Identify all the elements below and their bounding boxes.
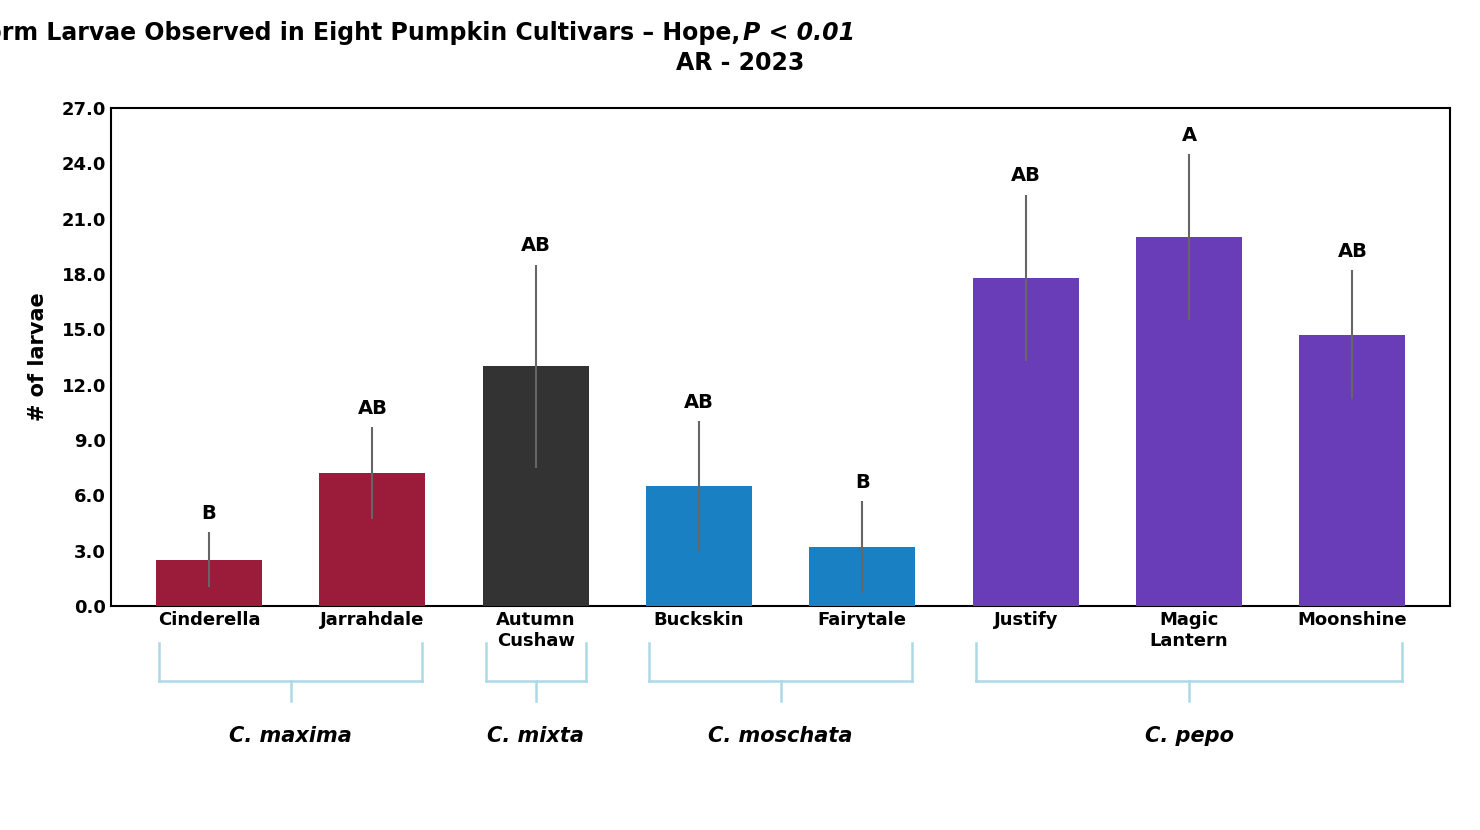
Bar [482, 366, 589, 606]
Text: AB: AB [1011, 166, 1040, 185]
Text: AB: AB [357, 398, 388, 417]
Bar [1137, 237, 1242, 606]
Bar [320, 473, 425, 606]
Text: C. maxima: C. maxima [229, 726, 352, 746]
Bar [1299, 334, 1406, 606]
Text: B: B [201, 504, 216, 523]
Text: AB: AB [1338, 242, 1368, 261]
Text: A: A [1181, 126, 1197, 144]
Text: P < 0.01: P < 0.01 [743, 21, 855, 45]
Text: C. pepo: C. pepo [1144, 726, 1233, 746]
Bar [645, 486, 752, 606]
Bar [810, 547, 916, 606]
Bar [155, 559, 262, 606]
Text: AB: AB [684, 393, 713, 413]
Text: C. mixta: C. mixta [487, 726, 585, 746]
Text: Melonworm Larvae Observed in Eight Pumpkin Cultivars – Hope,: Melonworm Larvae Observed in Eight Pumpk… [0, 21, 740, 45]
Text: AR - 2023: AR - 2023 [676, 51, 804, 76]
Bar [972, 277, 1079, 606]
Text: B: B [855, 472, 870, 491]
Text: C. moschata: C. moschata [709, 726, 852, 746]
Y-axis label: # of larvae: # of larvae [28, 292, 47, 422]
Text: AB: AB [521, 237, 551, 256]
